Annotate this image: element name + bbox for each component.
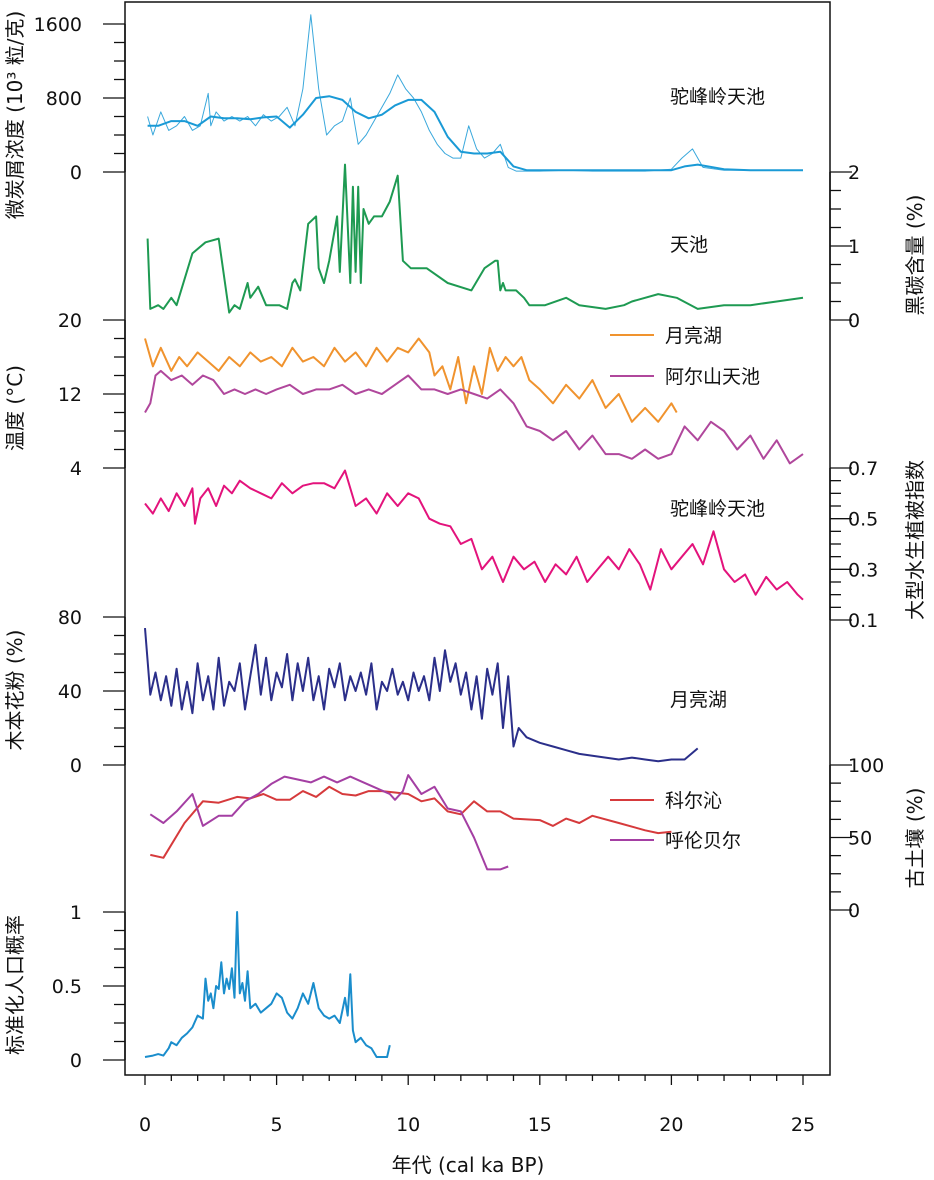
legend-label: 呼伦贝尔 (665, 830, 741, 852)
x-tick-label: 15 (528, 1114, 552, 1136)
series-line-temperature-0 (144, 337, 678, 423)
panel-black-carbon: 0 1 2 黑碳含量 (%) 天池 (146, 162, 927, 332)
y-axis-title-paleosol: 古土壤 (%) (903, 788, 927, 889)
y-tick-label: 20 (58, 310, 82, 332)
y-tick-label: 800 (46, 88, 82, 110)
y-tick-label: 0 (70, 755, 82, 777)
panel-population: 0 0.5 1 标准化人口概率 (3, 902, 391, 1072)
x-axis: 0 5 10 15 20 25 (139, 1075, 815, 1136)
panel-label-macrophyte: 驼峰岭天池 (670, 498, 765, 520)
panel-tree-pollen: 0 40 80 木本花粉 (%) 月亮湖 (3, 607, 727, 777)
panel-charcoal: 0 800 1600 微炭屑浓度 (10³ 粒/克) 驼峰岭天池 (3, 11, 803, 220)
x-tick-label: 5 (271, 1114, 283, 1136)
y-tick-label: 0 (70, 1050, 82, 1072)
y-tick-label: 0.5 (52, 976, 82, 998)
y-axis-title-temperature: 温度 (°C) (3, 365, 27, 451)
y-tick-label: 4 (70, 458, 82, 480)
panel-label-black-carbon: 天池 (670, 234, 708, 256)
y-tick-label: 100 (848, 755, 884, 777)
legend-label: 月亮湖 (665, 325, 722, 347)
x-tick-label: 0 (139, 1114, 151, 1136)
series-line-tree-pollen-0 (144, 628, 699, 763)
y-axis-title-population: 标准化人口概率 (3, 915, 27, 1055)
y-axis-title-macrophyte: 大型水生植被指数 (903, 460, 927, 620)
series-line-macrophyte-0 (144, 469, 804, 601)
y-tick-label: 2 (848, 162, 860, 184)
y-axis-title-black-carbon: 黑碳含量 (%) (903, 195, 927, 316)
series-line-paleosol-1 (149, 774, 509, 871)
panel-label-charcoal: 驼峰岭天池 (670, 86, 765, 108)
panel-label-tree-pollen: 月亮湖 (670, 689, 727, 711)
y-axis-title-charcoal: 微炭屑浓度 (10³ 粒/克) (3, 11, 27, 220)
x-tick-label: 25 (791, 1114, 815, 1136)
y-tick-label: 1 (848, 236, 860, 258)
y-tick-label: 0.5 (848, 509, 878, 531)
y-tick-label: 0 (848, 900, 860, 922)
series-line-black-carbon-0 (146, 163, 804, 314)
y-tick-label: 1600 (34, 14, 82, 36)
y-tick-label: 0.3 (848, 559, 878, 581)
x-tick-label: 10 (396, 1114, 420, 1136)
y-tick-label: 50 (848, 828, 872, 850)
series-line-population-0 (144, 911, 391, 1058)
legend-label: 科尔沁 (665, 790, 722, 812)
y-tick-label: 12 (58, 384, 82, 406)
y-axis-title-tree-pollen: 木本花粉 (%) (3, 630, 27, 751)
series-line-temperature-1 (144, 369, 804, 465)
y-tick-label: 0 (848, 310, 860, 332)
y-tick-label: 40 (58, 681, 82, 703)
y-tick-label: 0.1 (848, 610, 878, 632)
y-tick-label: 0.7 (848, 458, 878, 480)
legend-label: 阿尔山天池 (665, 366, 760, 388)
series-line-charcoal-1 (147, 95, 803, 172)
y-tick-label: 1 (70, 902, 82, 924)
x-axis-title: 年代 (cal ka BP) (392, 1153, 545, 1177)
x-tick-label: 20 (659, 1114, 683, 1136)
panel-macrophyte: 0.1 0.3 0.5 0.7 大型水生植被指数 驼峰岭天池 (144, 458, 927, 632)
y-tick-label: 80 (58, 607, 82, 629)
plot-frame (124, 1, 831, 1076)
y-tick-label: 0 (70, 162, 82, 184)
series-line-paleosol-0 (150, 785, 672, 859)
